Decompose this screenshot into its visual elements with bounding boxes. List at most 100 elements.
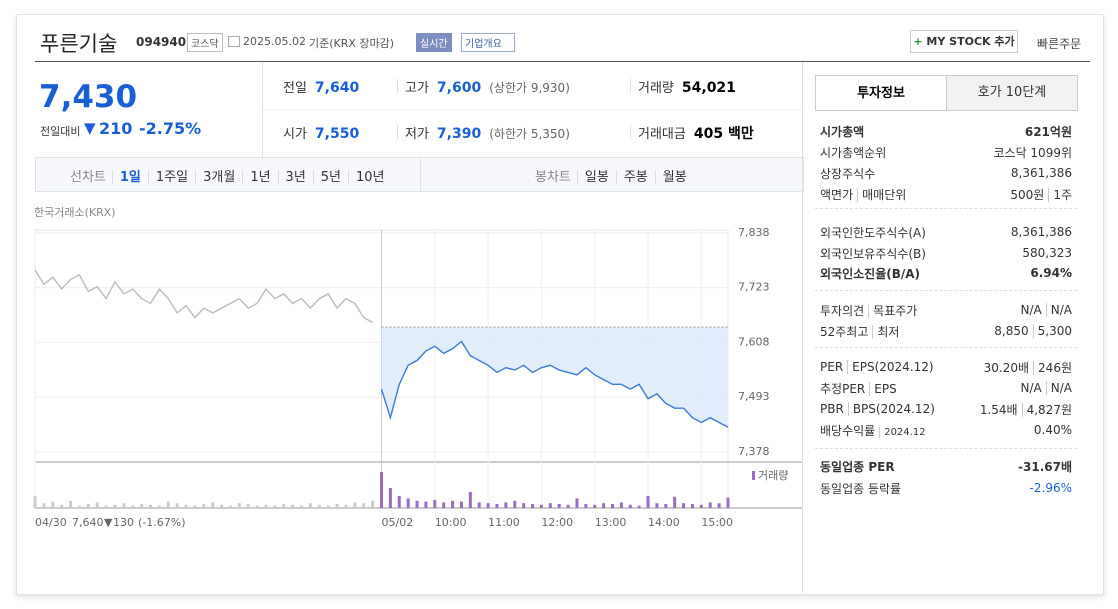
summary-cell: 거래대금 405 백만 [638,123,754,143]
volume-bar [495,504,499,508]
period-tab[interactable]: 3개월 [195,170,243,185]
volume-bar [42,503,46,508]
info-values: 코스닥 1099위 [993,144,1072,161]
info-value: 5,300 [1032,324,1072,338]
tab-divider [420,158,421,191]
volume-bar [86,504,90,508]
volume-bar [513,500,517,508]
volume-bar [459,501,463,508]
my-stock-button[interactable]: + MY STOCK 추가 [910,30,1018,53]
volume-bar [380,472,383,508]
volume-bar [637,505,641,508]
info-label: 동일업종 등락률 [820,481,902,496]
volume-bar [682,503,686,508]
period-tab[interactable]: 5년 [312,170,349,185]
tab[interactable]: 호가 10단계 [946,75,1078,111]
info-values: 6.94% [1030,266,1072,280]
summary-label: 시가 [283,127,307,142]
summary-value: 7,550 [314,126,360,142]
summary-value: 7,390 [436,126,482,142]
candle-tab[interactable]: 월봉 [654,170,694,185]
info-value: N/A [1020,381,1042,395]
candle-tab[interactable]: 일봉 [576,170,616,185]
info-labels: PER EPS(2024.12) [820,360,934,374]
info-separator [815,448,1077,449]
info-value: 8,850 [994,324,1029,338]
chart: 7,378 7,493 7,608 7,723 7,838 04/30 05/02 10:00… [33,226,802,529]
summary-cell: 전일 7,640 [283,77,359,96]
tab-bar [35,157,804,192]
info-row: 추정PER EPS N/A N/A [820,378,1072,398]
x-tick-label: 12:00 [541,516,573,529]
volume-bar [486,503,490,508]
volume-bar [326,505,330,508]
info-values: 621억원 [1025,123,1072,140]
info-value: -31.67배 [1018,459,1072,474]
summary-label: 저가 [405,127,429,142]
summary-sub: (하한가 5,350) [489,127,570,141]
info-label: PBR [820,402,844,416]
info-values: -2.96% [1030,481,1072,495]
volume-bar [557,504,561,508]
info-labels: 시가총액 [820,123,864,140]
period-tab[interactable]: 10년 [348,170,392,185]
volume-bar [442,502,446,508]
info-label: EPS [869,381,897,396]
volume-bar [60,504,64,508]
info-value: 621억원 [1024,124,1072,139]
info-labels: 상장주식수 [820,165,875,182]
volume-bar [415,500,419,508]
info-value: N/A [1020,303,1042,317]
volume-bar [699,504,703,508]
period-tab[interactable]: 1주일 [147,170,196,185]
info-row: PBR BPS(2024.12) 1.54배 4,827원 [820,399,1072,419]
candle-tab[interactable]: 주봉 [615,170,655,185]
volume-bar [291,504,295,508]
period-tab[interactable]: 1일 [111,170,148,185]
right-divider [802,62,803,593]
info-values: -31.67배 [1018,458,1072,475]
info-row: 액면가 매매단위 500원 1주 [820,184,1072,204]
volume-bar [504,502,508,508]
info-values: 500원 1주 [1010,186,1072,203]
x-tick-label: 14:00 [648,516,680,529]
info-row: 상장주식수 8,361,386 [820,163,1072,183]
volume-bar [300,505,304,508]
summary-value: 54,021 [681,80,736,96]
info-row: 외국인한도주식수(A) 8,361,386 [820,222,1072,242]
volume-bar [628,504,632,508]
info-label: 외국인한도주식수(A) [820,225,926,240]
summary-label: 고가 [405,81,429,96]
volume-bar [113,504,117,508]
summary-label: 전일 [283,81,307,96]
volume-bar [51,501,55,508]
volume-bar [69,500,73,508]
info-label: 2024.12 [879,426,926,438]
period-tab[interactable]: 1년 [242,170,278,185]
volume-bar [237,503,241,508]
volume-bar [726,497,730,508]
info-labels: 52주최고 최저 [820,323,900,340]
x-tick-label: 05/02 [382,516,414,529]
volume-bar [202,504,206,508]
overview-button[interactable]: 기업개요 [461,33,515,52]
info-label: 시가총액 [820,124,865,139]
volume-bar [282,504,286,508]
quick-order[interactable]: 빠른주문 [1037,37,1082,51]
info-labels: 외국인소진율(B/A) [820,265,920,282]
period-tab[interactable]: 3년 [277,170,313,185]
volume-bar [690,504,694,508]
volume-bar [593,504,597,508]
info-value: 500원 [1010,187,1045,202]
realtime-badge[interactable]: 실시간 [416,33,452,52]
tab-active[interactable]: 투자정보 [815,75,947,111]
info-labels: 외국인보유주식수(B) [820,245,926,262]
volume-bar [388,488,392,508]
volume-bar [477,502,481,508]
date: 2025.05.02 [243,35,306,48]
candle-tabs: 봉차트 일봉 주봉 월봉 [535,166,694,185]
x-tick-label: 10:00 [435,516,467,529]
info-value: N/A [1045,303,1072,317]
cell-divider [397,125,398,139]
volume-legend-swatch [752,471,755,480]
